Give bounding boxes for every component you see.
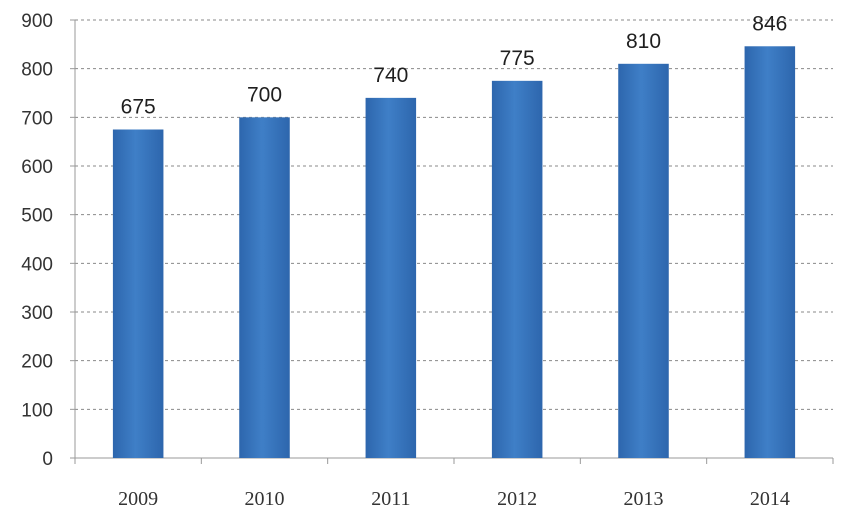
- data-label: 675: [121, 96, 156, 119]
- x-tick-label: 2009: [118, 488, 158, 510]
- x-tick-label: 2012: [497, 488, 537, 510]
- data-label: 700: [247, 83, 282, 106]
- bar-2013: [618, 63, 669, 459]
- data-label: 846: [752, 12, 787, 35]
- y-tick-label: 900: [21, 11, 53, 32]
- axes: [70, 19, 834, 464]
- x-tick-label: 2011: [371, 488, 410, 510]
- y-tick-label: 100: [21, 400, 53, 421]
- bar-2011: [365, 97, 417, 458]
- x-tick-label: 2014: [750, 488, 790, 510]
- y-tick-label: 600: [21, 157, 53, 178]
- data-label: 775: [500, 47, 535, 70]
- gridlines: [75, 19, 833, 410]
- bar-2010: [239, 117, 290, 458]
- data-label: 740: [373, 64, 408, 87]
- bar-2014: [744, 46, 796, 458]
- y-tick-label: 400: [21, 254, 53, 275]
- data-label: 810: [626, 30, 661, 53]
- y-tick-label: 700: [21, 108, 53, 129]
- bar-2009: [112, 129, 164, 458]
- y-tick-label: 500: [21, 206, 53, 227]
- bar-2012: [491, 80, 543, 458]
- y-tick-label: 200: [21, 352, 53, 373]
- x-tick-label: 2013: [624, 488, 664, 510]
- y-tick-label: 800: [21, 60, 53, 81]
- labels: 0 100 200 300 400 500 600 700 800 900 675 2009 700 20…: [21, 11, 790, 510]
- x-tick-label: 2010: [245, 488, 285, 510]
- bars: [112, 46, 796, 459]
- y-tick-label: 0: [42, 449, 53, 470]
- y-tick-label: 300: [21, 303, 53, 324]
